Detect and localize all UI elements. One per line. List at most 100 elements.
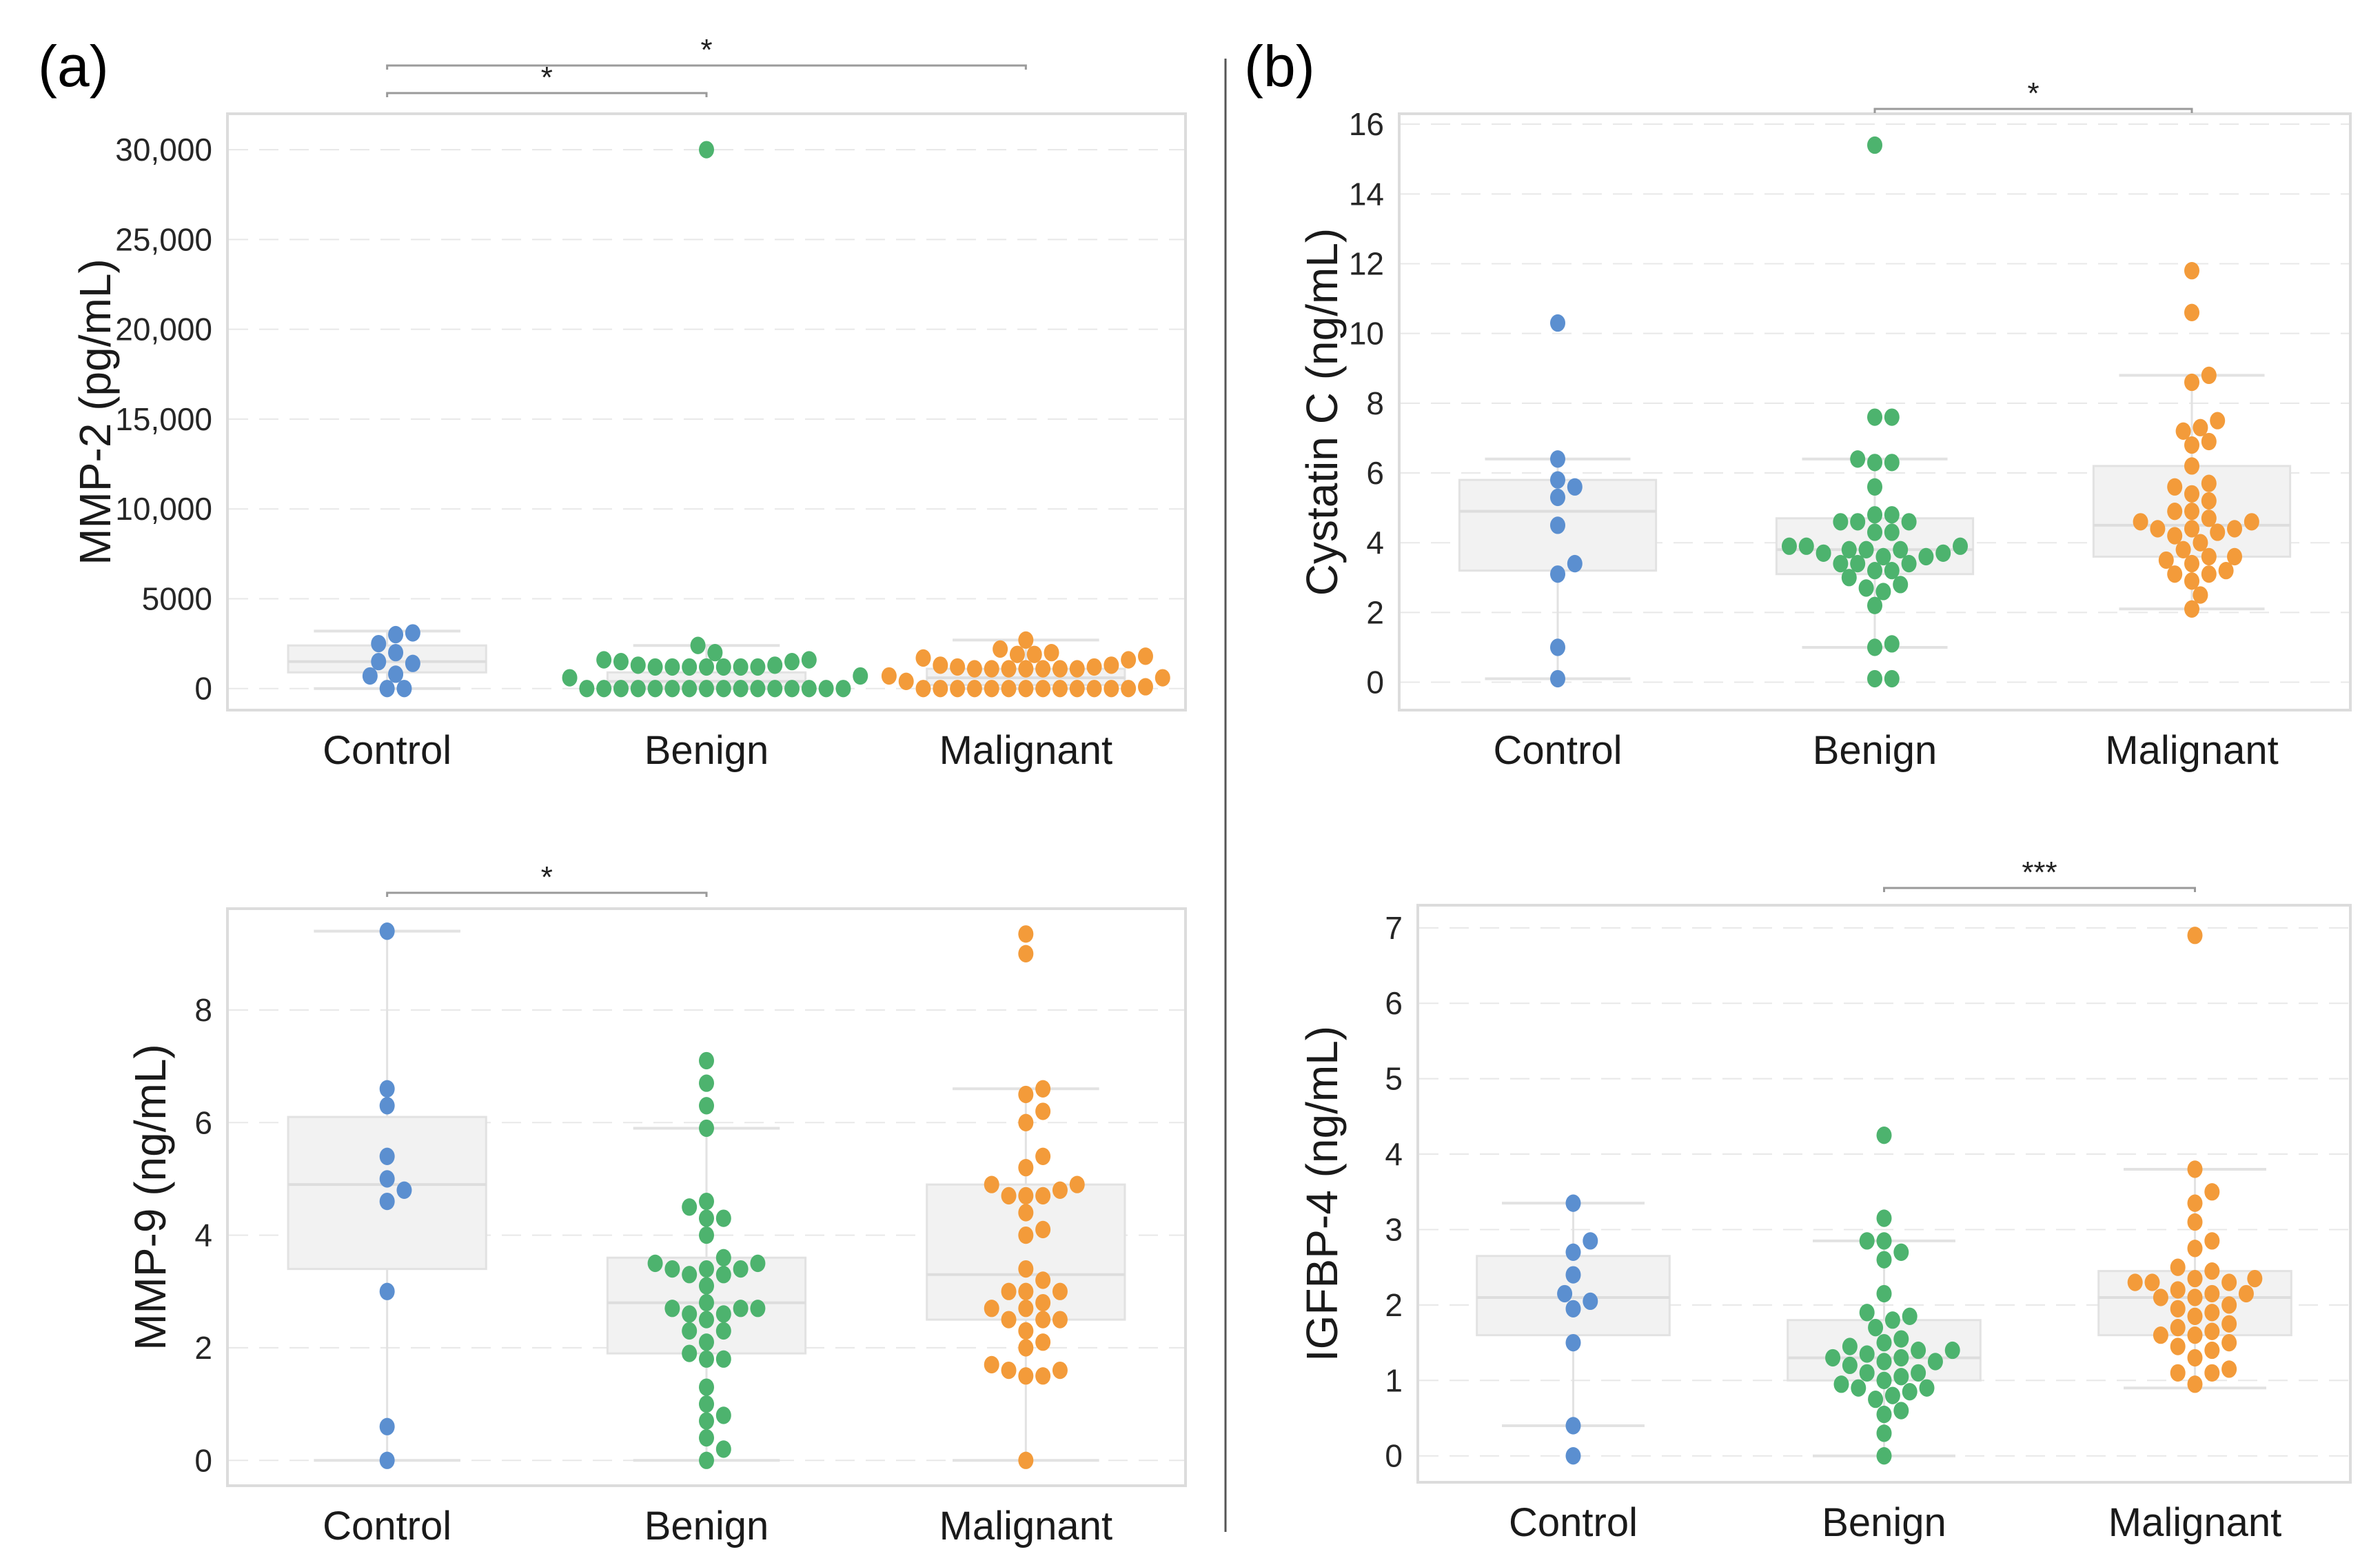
data-point-malignant xyxy=(2167,478,2183,496)
data-point-malignant xyxy=(1121,680,1137,698)
data-point-malignant xyxy=(993,640,1008,658)
data-point-malignant xyxy=(2170,1319,2186,1337)
data-point-malignant xyxy=(2204,1322,2220,1340)
data-point-malignant xyxy=(881,667,897,685)
y-tick-label: 16 xyxy=(1349,106,1384,142)
y-tick-label: 2 xyxy=(1366,594,1384,630)
data-point-malignant xyxy=(1001,1282,1017,1300)
data-point-malignant xyxy=(1009,645,1025,663)
data-point-benign xyxy=(699,1260,714,1278)
data-point-control xyxy=(388,665,404,683)
data-point-benign xyxy=(630,656,646,674)
data-point-malignant xyxy=(1137,647,1153,665)
data-point-control xyxy=(379,1451,395,1469)
x-tick-label: Benign xyxy=(644,1504,769,1548)
data-point-benign xyxy=(1876,1353,1892,1371)
data-point-malignant xyxy=(2184,485,2199,503)
data-point-benign xyxy=(1876,1405,1892,1424)
data-point-malignant xyxy=(2204,1183,2220,1201)
data-point-benign xyxy=(1875,583,1891,600)
data-point-benign xyxy=(1867,136,1882,154)
data-point-malignant xyxy=(2227,520,2243,538)
data-point-benign xyxy=(1867,408,1882,426)
data-point-malignant xyxy=(1018,660,1034,678)
data-point-benign xyxy=(1893,1368,1909,1386)
data-point-malignant xyxy=(1018,945,1034,962)
significance-label: * xyxy=(2027,77,2039,110)
data-point-malignant xyxy=(1155,669,1170,687)
data-point-benign xyxy=(1901,513,1917,531)
data-point-benign xyxy=(699,1192,714,1211)
data-point-benign xyxy=(699,1074,714,1092)
data-point-control xyxy=(1550,471,1565,489)
data-point-malignant xyxy=(1018,1113,1034,1131)
data-point-benign xyxy=(699,141,714,159)
data-point-malignant xyxy=(2153,1326,2168,1344)
data-point-benign xyxy=(1893,541,1909,558)
data-point-benign xyxy=(1781,537,1797,555)
y-axis-title: IGFBP-4 (ng/mL) xyxy=(1297,1026,1347,1362)
significance-label: * xyxy=(541,860,553,894)
significance-bracket xyxy=(1873,108,2193,113)
data-point-benign xyxy=(1867,478,1882,496)
chart-mmp9: 0 2 4 6 8 MMP-9 (ng/mL) Control Benign Malignant… xyxy=(125,860,1187,1548)
data-point-malignant xyxy=(1018,631,1034,649)
data-point-malignant xyxy=(1035,1220,1051,1239)
y-tick-label: 25,000 xyxy=(115,221,212,257)
data-point-malignant xyxy=(1018,1158,1034,1177)
data-point-benign xyxy=(1884,523,1900,541)
data-point-benign xyxy=(664,1300,680,1317)
box xyxy=(287,644,487,674)
y-tick-label: 20,000 xyxy=(115,312,212,347)
data-point-malignant xyxy=(1044,643,1059,662)
data-point-malignant xyxy=(2153,1289,2168,1306)
data-point-benign xyxy=(835,680,851,698)
data-point-control xyxy=(1565,1194,1581,1212)
data-point-benign xyxy=(1868,1319,1884,1337)
data-point-benign xyxy=(715,1266,731,1284)
y-tick-label: 4 xyxy=(194,1218,212,1253)
data-point-benign xyxy=(664,680,680,698)
data-point-benign xyxy=(715,1322,731,1340)
plot-area xyxy=(226,112,1187,711)
data-point-malignant xyxy=(1018,1226,1034,1244)
data-point-benign xyxy=(750,658,766,676)
data-point-benign xyxy=(682,680,698,698)
data-point-benign xyxy=(1884,408,1900,426)
data-point-malignant xyxy=(2170,1300,2186,1318)
data-point-malignant xyxy=(2184,600,2199,618)
data-point-malignant xyxy=(1052,1181,1068,1199)
data-point-malignant xyxy=(1086,680,1102,698)
data-point-benign xyxy=(1876,1127,1892,1144)
data-point-benign xyxy=(715,658,731,676)
data-point-benign xyxy=(1842,1356,1858,1375)
data-point-benign xyxy=(1842,1337,1858,1355)
y-tick-label: 5000 xyxy=(142,580,212,616)
y-tick-label: 6 xyxy=(1385,985,1403,1021)
data-point-benign xyxy=(1893,576,1909,594)
x-tick-label: Control xyxy=(323,728,451,773)
data-point-control xyxy=(388,625,404,644)
data-point-benign xyxy=(784,680,800,698)
data-point-benign xyxy=(1876,1232,1892,1250)
data-point-malignant xyxy=(2127,1273,2143,1291)
data-point-malignant xyxy=(2187,1194,2203,1212)
y-tick-label: 6 xyxy=(1366,455,1384,491)
data-point-control xyxy=(1550,488,1565,507)
data-point-malignant xyxy=(2218,562,2234,580)
data-point-benign xyxy=(715,1350,731,1368)
data-point-benign xyxy=(1859,1232,1875,1250)
data-point-control xyxy=(379,1417,395,1435)
data-point-malignant xyxy=(915,649,931,667)
data-point-benign xyxy=(1893,1330,1909,1348)
significance-label: *** xyxy=(2022,856,2057,889)
y-tick-label: 12 xyxy=(1349,246,1384,282)
data-point-benign xyxy=(699,1395,714,1413)
data-point-malignant xyxy=(2184,457,2199,475)
data-point-malignant xyxy=(1035,1271,1051,1289)
data-point-control xyxy=(379,1192,395,1211)
data-point-malignant xyxy=(1018,1282,1034,1300)
data-point-malignant xyxy=(2184,572,2199,590)
data-point-benign xyxy=(1919,1379,1935,1397)
data-point-benign xyxy=(1876,1371,1892,1389)
